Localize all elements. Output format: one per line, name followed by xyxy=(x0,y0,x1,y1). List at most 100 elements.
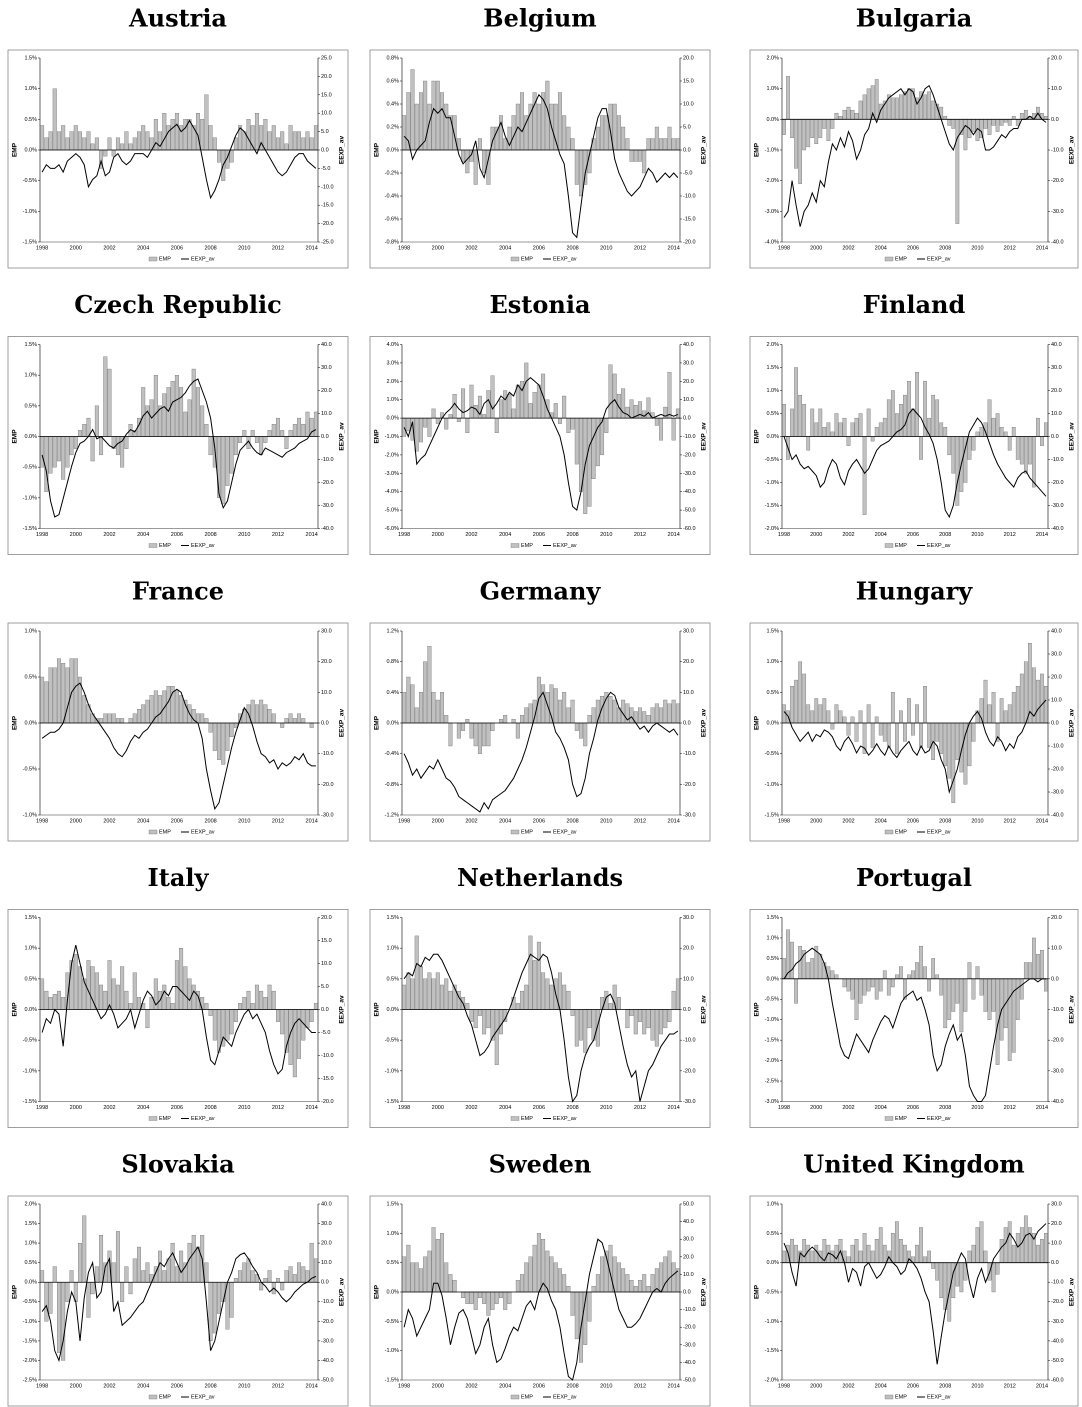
bar xyxy=(579,722,583,739)
bar xyxy=(663,1009,668,1029)
x-tick-label: 2010 xyxy=(238,532,250,538)
chart-frame xyxy=(7,622,349,842)
x-tick-label: 2008 xyxy=(566,1383,578,1389)
bar xyxy=(838,422,843,437)
bar xyxy=(204,1262,209,1283)
y2-tick-label: 0.0 xyxy=(1051,117,1059,123)
bar xyxy=(959,978,964,1033)
bar xyxy=(61,125,66,151)
y-tick-label: 1.0% xyxy=(24,1241,37,1247)
y-tick-label: -0.4% xyxy=(385,193,399,199)
bar xyxy=(212,722,217,751)
y2-axis-label: EEXP_av xyxy=(1069,422,1076,451)
x-tick-label: 2004 xyxy=(499,532,511,538)
bar xyxy=(971,436,976,451)
bar xyxy=(78,966,82,1010)
bar xyxy=(574,149,579,185)
x-tick-label: 2002 xyxy=(103,245,115,251)
y2-tick-label: 15.0 xyxy=(321,938,332,944)
bar xyxy=(242,430,247,437)
legend-swatch xyxy=(148,1116,158,1121)
bar xyxy=(814,119,819,145)
bar xyxy=(975,431,980,437)
bar xyxy=(574,417,579,465)
legend-label: EMP xyxy=(521,1116,533,1122)
bar xyxy=(814,422,819,437)
bar xyxy=(654,126,659,151)
x-tick-label: 1998 xyxy=(36,1383,48,1389)
bar xyxy=(1007,978,1012,1061)
bar xyxy=(971,978,976,1000)
bar xyxy=(882,722,887,742)
bar xyxy=(267,430,272,437)
bar xyxy=(456,722,461,739)
y-tick-label: -1.0% xyxy=(23,495,37,501)
bar xyxy=(939,978,944,996)
y2-tick-label: 20.0 xyxy=(321,388,332,394)
chart-title: Slovakia xyxy=(121,1150,234,1179)
bar xyxy=(557,92,562,151)
bar xyxy=(822,698,827,724)
x-tick-label: 1998 xyxy=(36,1105,48,1111)
bar xyxy=(482,414,487,419)
y-tick-label: 0.0% xyxy=(24,1280,37,1286)
bar xyxy=(999,698,1004,724)
bar xyxy=(52,1266,57,1283)
bar xyxy=(907,88,911,120)
y-tick-label: 1.0% xyxy=(766,935,779,941)
bar xyxy=(894,1221,899,1263)
y2-tick-label: -50.0 xyxy=(683,508,696,514)
bar xyxy=(250,699,255,724)
bar xyxy=(170,1242,175,1283)
bar xyxy=(301,1266,306,1283)
bar xyxy=(132,972,137,1010)
bar xyxy=(414,707,419,724)
bar xyxy=(414,1262,419,1293)
y2-tick-label: -60.0 xyxy=(1051,1377,1064,1383)
bar xyxy=(511,997,516,1010)
bar xyxy=(90,1282,95,1295)
bar xyxy=(963,119,968,151)
y2-axis-label: EEXP_av xyxy=(701,136,708,165)
legend-label: EEXP_av xyxy=(927,256,951,262)
bar xyxy=(427,417,432,437)
bar xyxy=(65,667,70,724)
y-tick-label: 1.5% xyxy=(766,365,779,371)
bar xyxy=(878,422,883,437)
x-tick-label: 2006 xyxy=(907,1105,919,1111)
bar xyxy=(915,962,919,979)
x-tick-label: 2012 xyxy=(1004,1105,1016,1111)
bar xyxy=(448,414,453,419)
bar xyxy=(233,722,238,728)
bar xyxy=(591,707,596,724)
y2-tick-label: 30.0 xyxy=(1051,365,1062,371)
bar xyxy=(642,149,647,174)
x-tick-label: 2002 xyxy=(842,1383,854,1389)
y-tick-label: -2.0% xyxy=(765,1377,779,1383)
bar xyxy=(511,408,516,419)
bar xyxy=(923,94,927,120)
bar xyxy=(1023,1215,1028,1263)
chart-panel: Austria 1.5% 1.0% 0.5% 0.0% -0.5% -1.0% -1.5% 25… xyxy=(7,4,349,269)
y2-tick-label: 30.0 xyxy=(321,1221,332,1227)
bar xyxy=(229,722,234,737)
bar xyxy=(907,698,911,724)
bar xyxy=(659,707,664,724)
bar xyxy=(608,1003,613,1010)
bar xyxy=(469,722,474,739)
bar xyxy=(595,1274,600,1293)
y-tick-label: -1.5% xyxy=(765,1038,779,1044)
x-tick-label: 2008 xyxy=(939,1105,951,1111)
bar xyxy=(834,1244,839,1263)
bar xyxy=(208,722,213,733)
bar xyxy=(524,984,529,1010)
chart-frame xyxy=(369,49,711,269)
y-tick-label: -2.5% xyxy=(23,1377,37,1383)
chart-frame xyxy=(749,909,1079,1128)
bar xyxy=(890,1233,895,1263)
x-tick-label: 2010 xyxy=(238,245,250,251)
x-tick-label: 2000 xyxy=(70,245,82,251)
bar xyxy=(166,387,171,437)
x-tick-label: 2008 xyxy=(204,245,216,251)
bar xyxy=(915,1244,919,1263)
